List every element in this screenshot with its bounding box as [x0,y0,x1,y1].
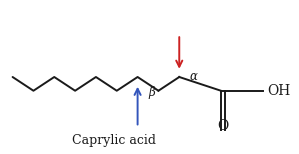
Text: Caprylic acid: Caprylic acid [72,134,156,147]
Text: O: O [217,119,229,133]
Text: OH: OH [267,84,290,98]
Text: α: α [190,71,198,83]
Text: β: β [148,86,155,99]
